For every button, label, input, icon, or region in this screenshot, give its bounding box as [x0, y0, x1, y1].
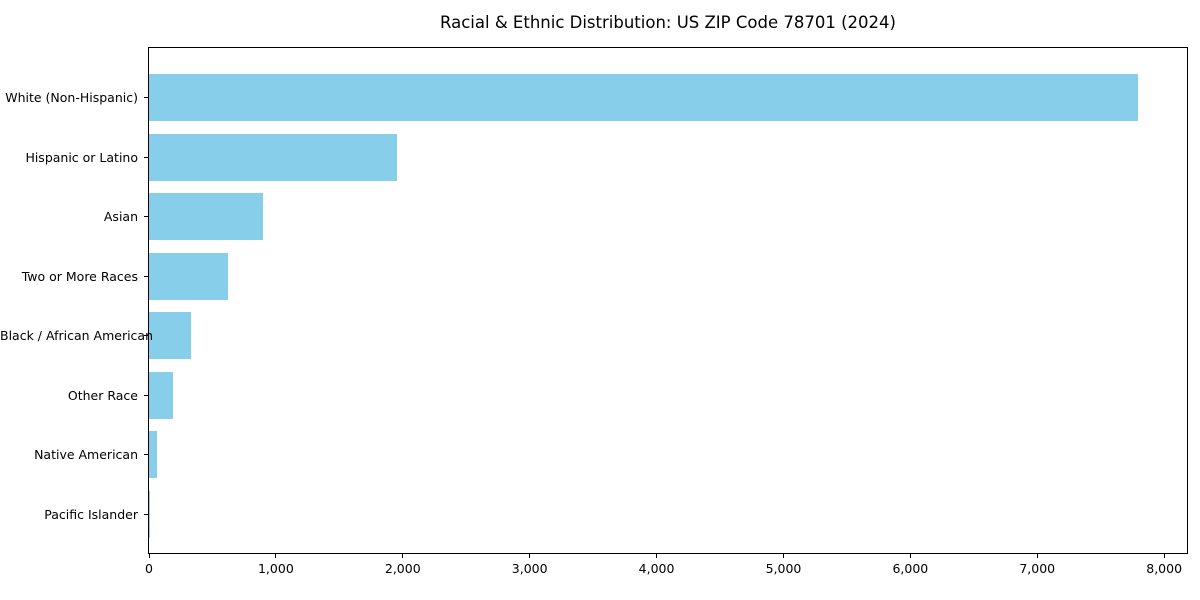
x-tick-label: 6,000 — [892, 561, 929, 576]
y-tick-label: Native American — [34, 447, 138, 462]
bar-pacific-islander — [149, 490, 150, 538]
x-tick-label: 7,000 — [1019, 561, 1056, 576]
x-tick-mark — [148, 554, 150, 558]
x-tick-label: 1,000 — [257, 561, 294, 576]
y-tick-label: White (Non-Hispanic) — [5, 90, 138, 105]
chart-title: Racial & Ethnic Distribution: US ZIP Cod… — [440, 13, 896, 32]
y-tick-label: Hispanic or Latino — [25, 149, 138, 165]
x-tick-label: 2,000 — [384, 561, 421, 576]
x-tick-label: 4,000 — [638, 561, 675, 576]
x-tick-mark — [1036, 554, 1038, 558]
x-tick-mark — [1163, 554, 1165, 558]
x-tick-label: 0 — [145, 561, 153, 576]
x-tick-mark — [656, 554, 658, 558]
y-tick-label: Two or More Races — [21, 268, 138, 284]
bar-black-african-american — [149, 312, 191, 359]
x-tick-mark — [402, 554, 404, 558]
y-tick-label: Other Race — [67, 387, 138, 403]
x-tick-label: 8,000 — [1146, 561, 1183, 576]
bar-two-or-more-races — [149, 252, 229, 300]
plot-area — [148, 47, 1188, 554]
y-tick-label: Asian — [103, 209, 138, 224]
x-tick-mark — [909, 554, 911, 558]
bar-asian — [149, 193, 264, 240]
bar-native-american — [149, 431, 157, 478]
x-tick-label: 5,000 — [765, 561, 802, 576]
x-tick-label: 3,000 — [511, 561, 548, 576]
y-tick-mark — [144, 513, 148, 515]
y-tick-mark — [144, 97, 148, 98]
y-tick-mark — [144, 275, 148, 277]
y-tick-mark — [144, 335, 148, 336]
bar-other-race — [149, 371, 174, 419]
y-tick-mark — [144, 156, 148, 158]
bar-white-non-hispanic — [149, 74, 1138, 121]
y-tick-label: Pacific Islander — [44, 506, 138, 522]
x-tick-mark — [275, 554, 277, 558]
y-tick-mark — [144, 454, 148, 455]
x-tick-mark — [529, 554, 531, 558]
y-tick-mark — [144, 394, 148, 396]
x-tick-mark — [782, 554, 784, 558]
y-tick-label: Black / African American — [0, 328, 154, 343]
y-tick-mark — [144, 216, 148, 217]
bar-hispanic-or-latino — [149, 133, 398, 181]
